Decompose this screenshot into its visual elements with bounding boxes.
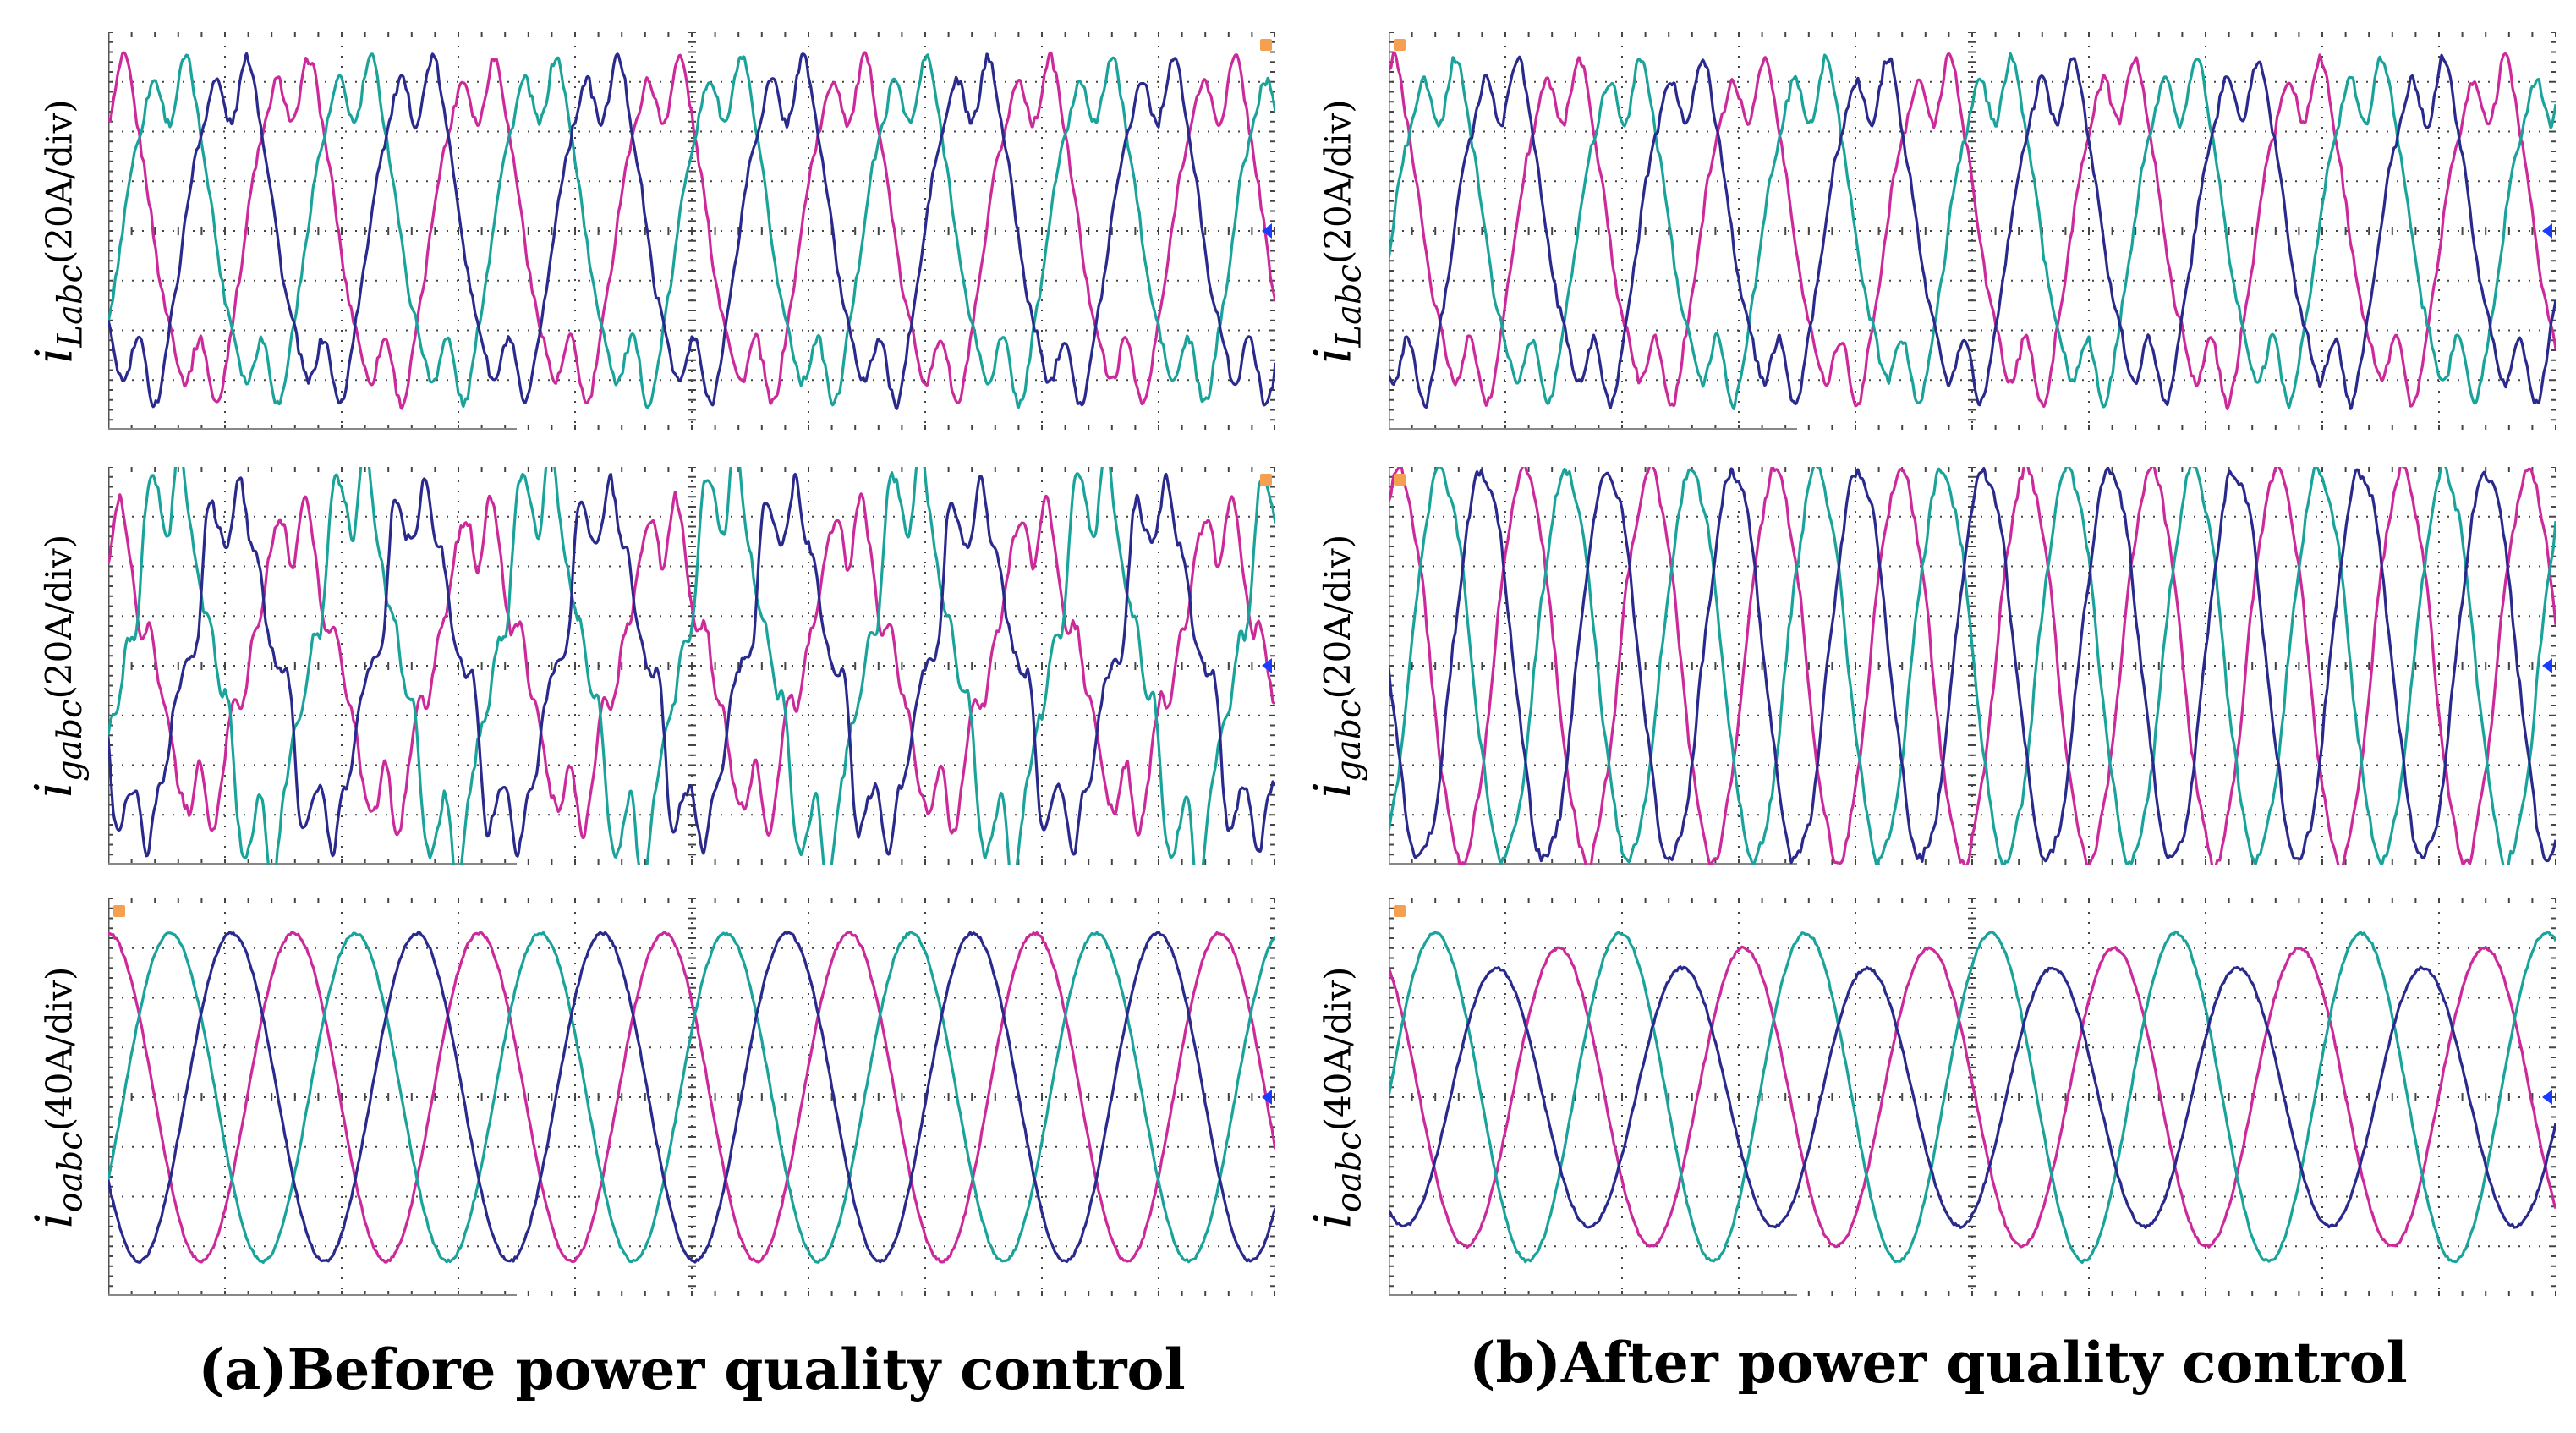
trigger-marker-icon bbox=[1260, 474, 1272, 486]
trigger-marker-icon bbox=[1394, 39, 1406, 51]
trace-phase-1 bbox=[108, 931, 1275, 1264]
trace-phase-3 bbox=[1389, 965, 2556, 1229]
trace-phase-2 bbox=[1389, 52, 2556, 410]
grid bbox=[1389, 467, 2556, 865]
scope-a1-iLabc bbox=[108, 32, 1275, 430]
trace-phase-2 bbox=[108, 467, 1275, 865]
ground-level-marker-icon bbox=[1262, 223, 1272, 239]
ylabel-a2: igabc(20A/div) bbox=[25, 534, 90, 798]
ylabel-b1: iLabc(20A/div) bbox=[1303, 98, 1369, 364]
scope-b3-ioabc bbox=[1389, 898, 2556, 1296]
trace-phase-2 bbox=[1389, 467, 2556, 865]
ylabel-a3: ioabc(40A/div) bbox=[25, 966, 90, 1228]
trigger-marker-icon bbox=[1394, 905, 1406, 917]
trigger-marker-icon bbox=[1260, 39, 1272, 51]
caption-after: (b)After power quality control bbox=[1469, 1330, 2408, 1396]
trace-phase-2 bbox=[1389, 930, 2556, 1264]
trace-phase-3 bbox=[1389, 467, 2556, 865]
trace-phase-3 bbox=[108, 52, 1275, 410]
grid bbox=[108, 898, 1275, 1296]
trace-phase-1 bbox=[108, 490, 1275, 840]
scope-b1-iLabc bbox=[1389, 32, 2556, 430]
caption-before: (a)Before power quality control bbox=[198, 1337, 1186, 1403]
ground-level-marker-icon bbox=[1262, 1090, 1272, 1105]
trigger-marker-icon bbox=[1394, 474, 1406, 486]
scope-a2-igabc bbox=[108, 467, 1275, 865]
scope-a3-ioabc bbox=[108, 898, 1275, 1296]
ground-level-marker-icon bbox=[1262, 658, 1272, 673]
trace-phase-3 bbox=[108, 473, 1275, 858]
scope-b2-igabc bbox=[1389, 467, 2556, 865]
trace-phase-2 bbox=[108, 52, 1275, 409]
ylabel-b2: igabc(20A/div) bbox=[1303, 534, 1369, 798]
trace-phase-1 bbox=[1389, 51, 2556, 410]
ylabel-a1: iLabc(20A/div) bbox=[25, 98, 90, 364]
ground-level-marker-icon bbox=[2542, 658, 2552, 673]
trace-phase-3 bbox=[1389, 53, 2556, 410]
ground-level-marker-icon bbox=[2542, 223, 2552, 239]
trace-phase-1 bbox=[1389, 945, 2556, 1249]
grid bbox=[108, 32, 1275, 430]
trigger-marker-icon bbox=[113, 905, 125, 917]
trace-phase-2 bbox=[108, 931, 1275, 1264]
trace-phase-3 bbox=[108, 931, 1275, 1264]
trace-phase-1 bbox=[108, 51, 1275, 410]
ground-level-marker-icon bbox=[2542, 1090, 2552, 1105]
ylabel-b3: ioabc(40A/div) bbox=[1303, 966, 1369, 1228]
